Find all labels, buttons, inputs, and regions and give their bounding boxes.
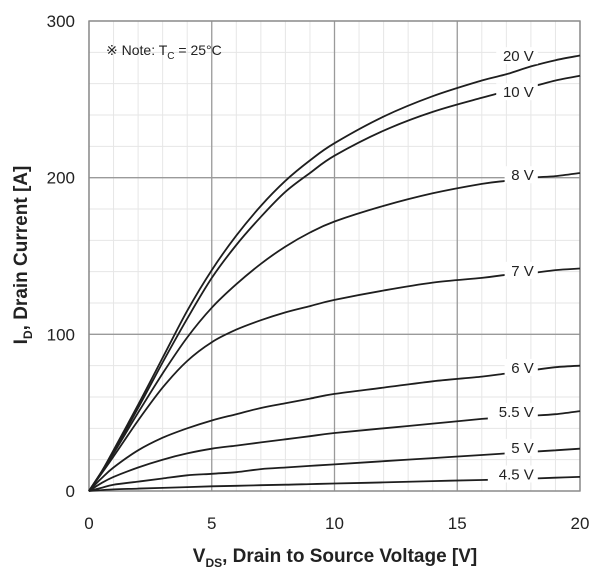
curve-label: 5 V bbox=[511, 440, 534, 457]
curve-label-bg bbox=[487, 465, 538, 483]
y-tick-label: 200 bbox=[47, 169, 75, 188]
note-text: ※ Note: TC = 25°C bbox=[106, 42, 222, 62]
x-tick-label: 0 bbox=[84, 514, 93, 533]
curve-labels: 20 V 10 V 8 V 7 V 6 V 5.5 V 5 V 4.5 V bbox=[487, 47, 538, 483]
note-suffix: = 25°C bbox=[175, 42, 222, 58]
curve-label-bg bbox=[504, 166, 538, 184]
y-tick-label: 100 bbox=[47, 325, 75, 344]
curve-label-bg bbox=[504, 358, 538, 376]
curve-label-bg bbox=[504, 261, 538, 279]
x-tick-label: 5 bbox=[207, 514, 216, 533]
curve-label-bg bbox=[487, 402, 538, 420]
y-axis-title-main: I bbox=[11, 339, 32, 344]
curve-label: 5.5 V bbox=[499, 404, 534, 421]
curve-label-bg bbox=[496, 83, 538, 101]
note-prefix: ※ Note: T bbox=[106, 42, 168, 58]
x-axis-title-main: V bbox=[193, 546, 206, 567]
curve-label: 7 V bbox=[511, 263, 534, 280]
curve-label: 20 V bbox=[503, 48, 534, 65]
y-axis-title-sub: D bbox=[21, 330, 35, 339]
y-tick-label: 0 bbox=[66, 482, 75, 501]
x-tick-label: 10 bbox=[325, 514, 344, 533]
plot-frame bbox=[88, 20, 581, 492]
x-tick-labels: 0 5 10 15 20 bbox=[84, 514, 589, 533]
curve-label: 8 V bbox=[511, 167, 534, 184]
curve-label: 4.5 V bbox=[499, 466, 534, 483]
curve-label-bg bbox=[504, 438, 538, 456]
note-subscript: C bbox=[167, 51, 174, 62]
y-tick-labels: 0 100 200 300 bbox=[47, 12, 75, 501]
curve-label: 6 V bbox=[511, 360, 534, 377]
x-axis-title: VDS, Drain to Source Voltage [V] bbox=[193, 546, 478, 570]
x-tick-label: 20 bbox=[571, 514, 590, 533]
y-axis-title-rest: , Drain Current [A] bbox=[11, 166, 32, 331]
x-axis-title-rest: , Drain to Source Voltage [V] bbox=[222, 546, 477, 567]
curve-label: 10 V bbox=[503, 84, 534, 101]
y-tick-label: 300 bbox=[47, 12, 75, 31]
x-axis-title-sub: DS bbox=[205, 556, 222, 570]
y-axis-title: ID, Drain Current [A] bbox=[11, 166, 35, 345]
x-tick-label: 15 bbox=[448, 514, 467, 533]
curve-20v bbox=[88, 54, 581, 492]
curve-label-bg bbox=[496, 47, 538, 65]
